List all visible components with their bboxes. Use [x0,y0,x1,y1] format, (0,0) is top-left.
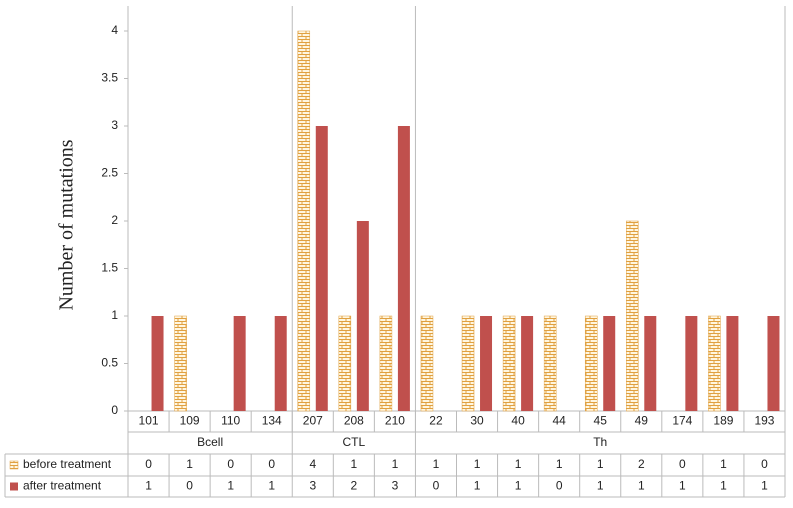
table-value: 1 [597,457,604,471]
y-tick-label: 1 [111,308,118,322]
table-value: 1 [474,479,481,493]
bar [726,316,739,411]
table-value: 0 [433,479,440,493]
x-tick-label: 45 [594,414,608,428]
table-value: 0 [268,457,275,471]
table-value: 1 [433,457,440,471]
x-tick-label: 174 [672,414,692,428]
bar [356,221,369,411]
x-tick-label: 210 [385,414,405,428]
bar [233,316,246,411]
bar [397,126,410,411]
bar [461,315,475,412]
x-tick-label: 207 [303,414,323,428]
table-value: 0 [761,457,768,471]
table-value: 1 [186,457,193,471]
y-tick-label: 3 [111,118,118,132]
table-value: 0 [556,479,563,493]
y-tick-label: 4 [111,23,118,37]
table-value: 1 [720,457,727,471]
bar [685,316,698,411]
legend-swatch [10,482,18,491]
table-value: 0 [186,479,193,493]
x-tick-label: 44 [552,414,566,428]
x-tick-label: 40 [511,414,525,428]
table-value: 1 [556,457,563,471]
x-tick-label: 109 [180,414,200,428]
x-tick-label: 49 [635,414,649,428]
bar [480,316,493,411]
table-value: 0 [145,457,152,471]
table-value: 1 [515,457,522,471]
x-tick-label: 134 [262,414,282,428]
bar [274,316,287,411]
bar [338,315,352,412]
x-tick-label: 30 [470,414,484,428]
table-value: 1 [638,479,645,493]
table-value: 0 [227,457,234,471]
bar [502,315,516,412]
bar [626,220,639,412]
y-tick-label: 1.5 [101,261,118,275]
table-value: 1 [515,479,522,493]
x-tick-label: 208 [344,414,364,428]
x-tick-label: 193 [754,414,774,428]
y-tick-label: 3.5 [101,71,118,85]
table-value: 1 [761,479,768,493]
table-value: 1 [679,479,686,493]
table-value: 1 [720,479,727,493]
bar [151,316,164,411]
bar [767,316,780,411]
group-label: Bcell [197,435,223,449]
table-value: 1 [145,479,152,493]
table-value: 4 [309,457,316,471]
table-value: 0 [679,457,686,471]
bar [420,315,434,412]
bar [603,316,616,411]
bar [644,316,657,411]
y-tick-label: 0.5 [101,356,118,370]
table-value: 1 [268,479,275,493]
bar [297,30,311,412]
bar [174,315,187,412]
legend-swatch [9,460,19,470]
table-value: 1 [597,479,604,493]
table-value: 1 [474,457,481,471]
table-value: 3 [392,479,399,493]
legend-label: before treatment [23,457,112,471]
x-tick-label: 189 [713,414,733,428]
y-tick-label: 0 [111,403,118,417]
x-tick-label: 22 [429,414,443,428]
x-tick-label: 110 [221,414,240,428]
table-value: 1 [392,457,399,471]
bar [521,316,534,411]
legend-label: after treatment [23,479,102,493]
y-axis-title: Number of mutations [56,139,78,310]
table-value: 1 [227,479,234,493]
table-value: 1 [351,457,358,471]
x-tick-label: 101 [139,414,159,428]
table-value: 3 [309,479,316,493]
y-tick-label: 2.5 [101,166,118,180]
bar [584,315,598,412]
table-value: 2 [638,457,645,471]
bar [543,315,557,412]
bar [315,126,328,411]
group-label: Th [593,435,607,449]
y-tick-label: 2 [111,213,118,227]
group-label: CTL [343,435,366,449]
bar [708,315,721,412]
bar [379,315,393,412]
table-value: 2 [351,479,358,493]
